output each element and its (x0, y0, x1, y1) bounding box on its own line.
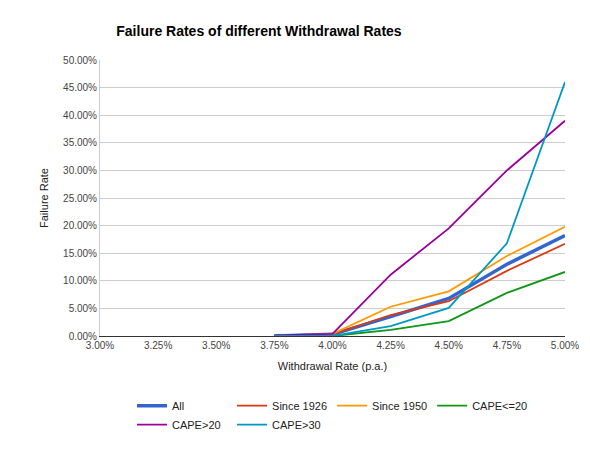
svg-text:3.25%: 3.25% (144, 340, 172, 351)
svg-text:All: All (172, 400, 184, 412)
svg-text:5.00%: 5.00% (551, 340, 579, 351)
svg-text:15.00%: 15.00% (63, 248, 97, 259)
svg-text:Failure Rates of different Wit: Failure Rates of different Withdrawal Ra… (116, 23, 402, 39)
svg-text:30.00%: 30.00% (63, 165, 97, 176)
svg-text:25.00%: 25.00% (63, 193, 97, 204)
svg-text:CAPE>20: CAPE>20 (172, 419, 221, 431)
svg-text:5.00%: 5.00% (69, 303, 97, 314)
svg-text:50.00%: 50.00% (63, 55, 97, 66)
svg-text:0.00%: 0.00% (69, 331, 97, 342)
svg-text:40.00%: 40.00% (63, 110, 97, 121)
svg-text:20.00%: 20.00% (63, 220, 97, 231)
svg-text:Withdrawal Rate (p.a.): Withdrawal Rate (p.a.) (278, 360, 387, 372)
svg-text:3.50%: 3.50% (202, 340, 230, 351)
svg-text:4.25%: 4.25% (376, 340, 404, 351)
svg-text:Since 1926: Since 1926 (272, 400, 327, 412)
svg-text:Failure Rate: Failure Rate (38, 168, 50, 228)
svg-text:4.75%: 4.75% (493, 340, 521, 351)
svg-text:CAPE>30: CAPE>30 (272, 419, 321, 431)
svg-text:35.00%: 35.00% (63, 137, 97, 148)
svg-text:Since 1950: Since 1950 (372, 400, 427, 412)
svg-text:3.00%: 3.00% (86, 340, 114, 351)
svg-text:CAPE<=20: CAPE<=20 (472, 400, 527, 412)
svg-text:3.75%: 3.75% (260, 340, 288, 351)
svg-text:45.00%: 45.00% (63, 82, 97, 93)
svg-text:4.00%: 4.00% (318, 340, 346, 351)
svg-text:10.00%: 10.00% (63, 275, 97, 286)
svg-text:4.50%: 4.50% (435, 340, 463, 351)
